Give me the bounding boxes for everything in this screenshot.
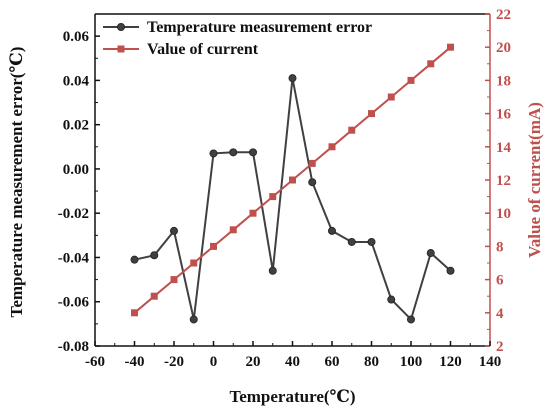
plot-frame	[94, 13, 491, 347]
error-point	[189, 315, 198, 324]
current-point	[190, 259, 198, 267]
left-y-tick-label: -0.08	[58, 339, 89, 355]
error-point	[288, 74, 297, 83]
legend: Temperature measurement error Value of cu…	[103, 19, 372, 58]
error-point	[169, 226, 178, 235]
left-y-tick-label: -0.06	[58, 295, 90, 311]
right-y-tick-label: 14	[496, 140, 512, 156]
x-tick-label: -20	[164, 354, 184, 370]
current-point	[249, 209, 257, 217]
right-y-axis-title: Value of current(mA)	[525, 102, 544, 258]
right-y-tick-label: 18	[496, 73, 511, 89]
current-point	[348, 126, 356, 134]
error-point	[347, 237, 356, 246]
legend-label: Value of current	[147, 41, 259, 58]
current-point	[427, 60, 435, 68]
left-y-tick-label: 0.00	[63, 162, 89, 178]
current-point	[131, 309, 138, 317]
current-point	[368, 110, 375, 118]
right-y-axis: 2 4 6 8 10 12 14 16 18 20 22	[485, 7, 512, 355]
error-point	[209, 149, 218, 158]
x-tick-label: -60	[85, 354, 105, 370]
right-y-tick-label: 16	[496, 107, 512, 123]
error-point	[229, 148, 238, 157]
right-y-tick-label: 4	[496, 306, 504, 322]
series-line	[134, 78, 452, 322]
error-point	[130, 255, 139, 264]
x-axis: -60 -40 -20 0 20 40 60 80 100 120 140	[85, 341, 501, 370]
error-point	[308, 178, 317, 187]
current-point	[210, 242, 217, 250]
left-y-tick-label: -0.04	[58, 250, 90, 266]
right-y-tick-label: 10	[496, 206, 511, 222]
left-y-tick-label: 0.02	[63, 118, 89, 134]
current-point	[150, 292, 158, 300]
right-y-tick-label: 22	[496, 7, 511, 23]
current-point	[229, 226, 237, 234]
error-point	[327, 226, 336, 235]
current-point	[170, 276, 178, 284]
x-tick-label: 0	[210, 354, 218, 370]
error-point	[387, 295, 396, 304]
legend-label: Temperature measurement error	[147, 19, 372, 36]
error-point	[248, 148, 257, 157]
x-tick-label: -40	[125, 354, 145, 370]
series-layer	[130, 43, 455, 324]
error-point	[446, 266, 455, 275]
x-tick-label: 60	[325, 354, 340, 370]
legend-marker	[117, 45, 125, 53]
x-tick-label: 120	[439, 354, 462, 370]
x-tick-label: 100	[400, 354, 423, 370]
error-point	[406, 315, 415, 324]
x-tick-label: 20	[246, 354, 261, 370]
left-y-axis: -0.08 -0.06 -0.04 -0.02 0.00 0.02 0.04 0.06	[58, 29, 100, 355]
x-axis-title: Temperature(℃)	[229, 387, 355, 406]
current-point	[289, 176, 296, 184]
right-y-tick-label: 20	[496, 40, 511, 56]
legend-marker	[117, 22, 126, 31]
error-point	[268, 266, 277, 275]
error-point	[367, 237, 376, 246]
current-point	[387, 93, 395, 101]
left-y-tick-label: 0.06	[63, 29, 90, 45]
right-y-tick-label: 12	[496, 173, 511, 189]
current-point	[328, 143, 336, 151]
current-point	[447, 43, 454, 51]
error-point	[426, 249, 435, 258]
right-y-tick-label: 2	[496, 339, 504, 355]
x-tick-label: 80	[364, 354, 379, 370]
current-point	[269, 193, 277, 201]
current-point	[308, 159, 316, 167]
x-tick-label: 140	[479, 354, 502, 370]
x-tick-label: 40	[285, 354, 300, 370]
right-y-tick-label: 6	[496, 273, 504, 289]
left-y-tick-label: 0.04	[63, 73, 90, 89]
current-point	[407, 76, 415, 84]
left-y-tick-label: -0.02	[58, 206, 89, 222]
right-y-tick-label: 8	[496, 239, 504, 255]
error-point	[150, 251, 159, 260]
left-y-axis-title: Temperature measurement error(℃)	[7, 47, 26, 318]
